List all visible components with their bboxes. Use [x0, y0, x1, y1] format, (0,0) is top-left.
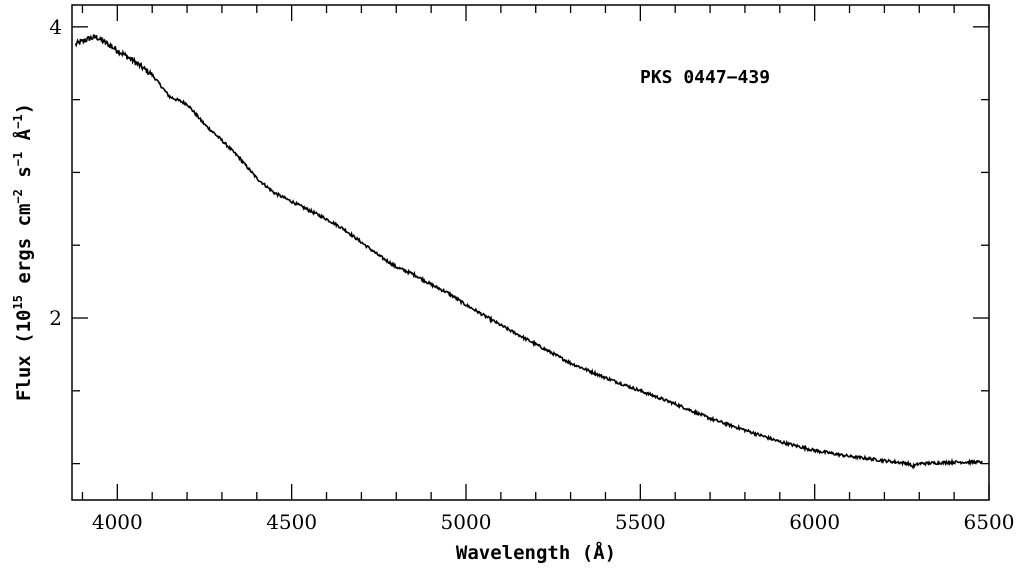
y-title-superscript: 15 — [11, 295, 25, 309]
y-title-text: s — [13, 166, 35, 189]
y-title-text: ergs cm — [13, 204, 35, 296]
x-tick-label: 4500 — [266, 510, 317, 534]
y-tick-label: 2 — [49, 306, 62, 330]
y-title-superscript: −2 — [11, 189, 25, 203]
x-tick-label: 6500 — [964, 510, 1015, 534]
x-axis-title: Wavelength (Å) — [456, 540, 616, 564]
y-title-text: Å — [11, 128, 35, 151]
y-title-text: ) — [13, 103, 35, 114]
y-title-superscript: −1 — [11, 114, 25, 128]
y-tick-label: 4 — [49, 15, 62, 39]
tick-labels: 4000 4500 5000 5500 6000 6500 2 4 — [49, 15, 1014, 534]
spectrum-line — [74, 34, 983, 470]
object-label: PKS 0447−439 — [640, 67, 770, 88]
plot-frame — [71, 4, 990, 501]
y-title-text: Flux (10 — [13, 310, 35, 402]
x-tick-label: 6000 — [789, 510, 840, 534]
x-tick-label: 5000 — [441, 510, 492, 534]
x-tick-label: 4000 — [92, 510, 143, 534]
y-axis-title: Flux (1015 ergs cm−2 s−1 Å−1) — [11, 103, 35, 401]
axis-ticks — [72, 5, 990, 500]
x-tick-label: 5500 — [615, 510, 666, 534]
y-title-superscript: −1 — [11, 152, 25, 166]
